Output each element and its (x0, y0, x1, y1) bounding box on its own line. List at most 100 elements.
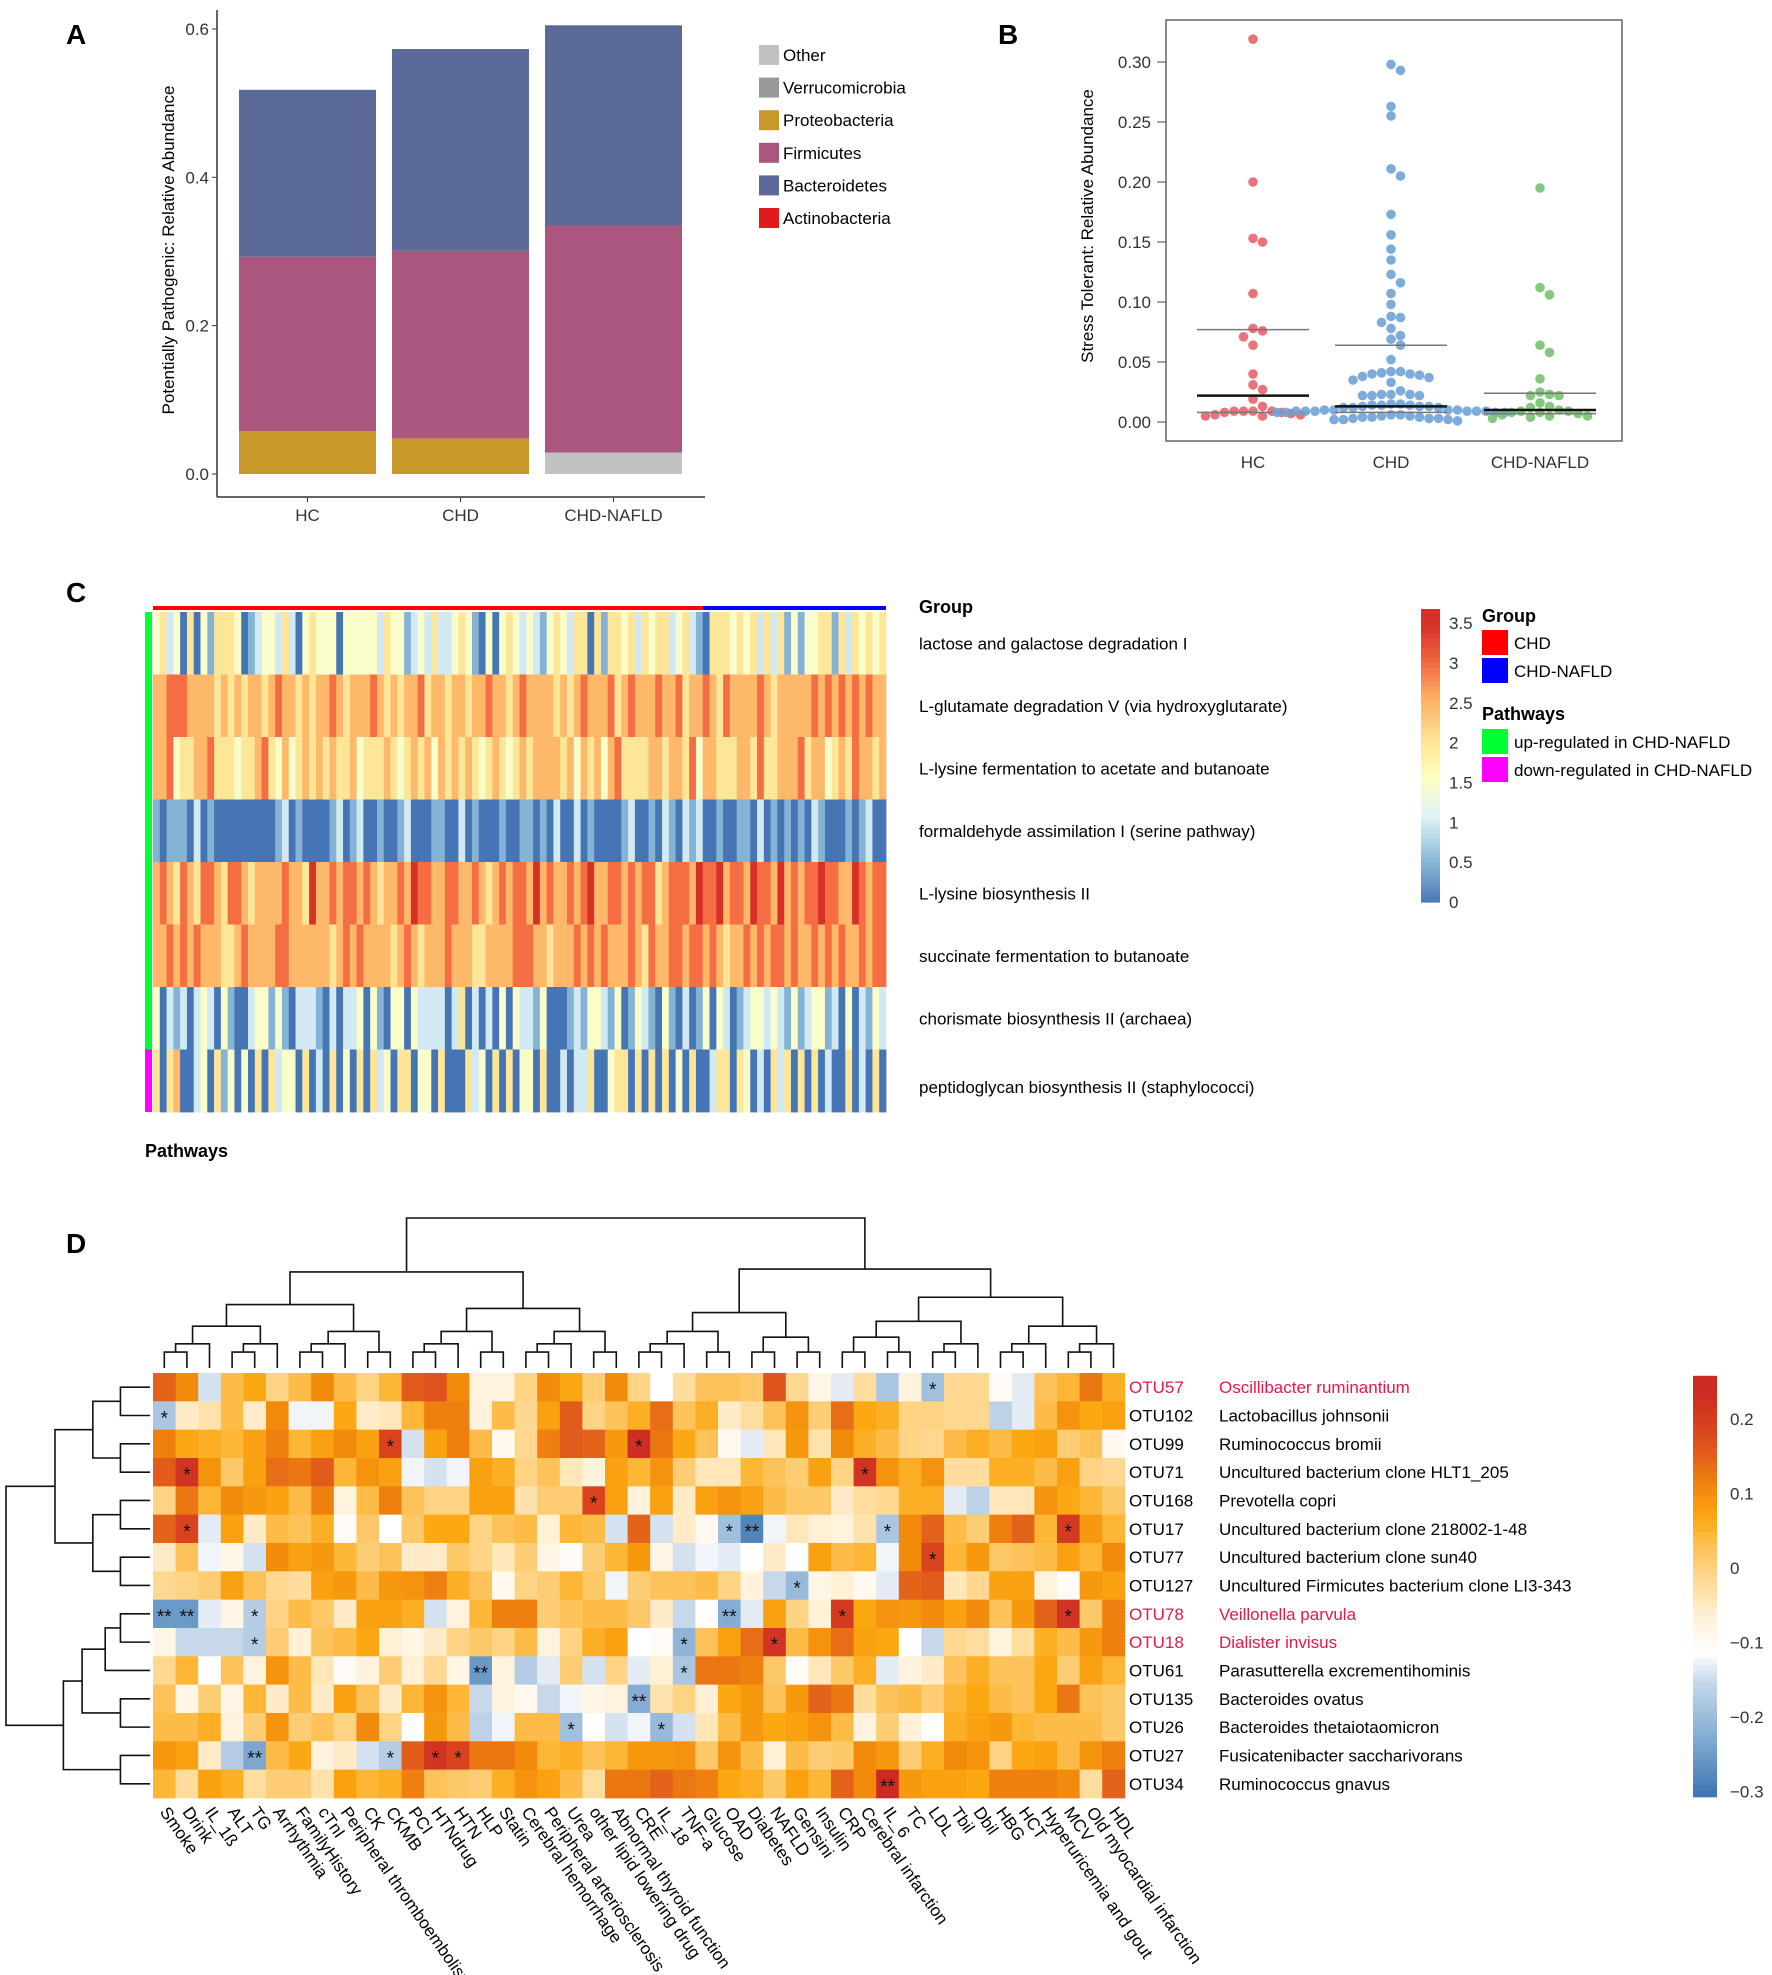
heatmap-cell (872, 674, 880, 738)
data-point-chd (1414, 390, 1425, 401)
heatmap-cell (838, 737, 846, 800)
y-tick-label: 0.6 (185, 20, 209, 39)
heatmap-cell (582, 1373, 606, 1402)
group-annotation-bar-chd-nafld (702, 606, 886, 610)
heatmap-cell (370, 1049, 378, 1113)
heatmap-cell (818, 737, 826, 800)
otu-label: OTU57 (1129, 1378, 1184, 1397)
heatmap-cell (898, 1741, 922, 1771)
heatmap-cell (689, 674, 697, 738)
heatmap-cell (944, 1373, 967, 1402)
heatmap-cell (853, 1712, 877, 1742)
heatmap-cell (458, 674, 466, 738)
heatmap-cell (295, 799, 303, 863)
data-point-chd (1433, 413, 1444, 424)
significance-marker: * (183, 1465, 191, 1486)
heatmap-cell (444, 737, 453, 800)
heatmap-cell (322, 862, 330, 925)
heatmap-cell (254, 924, 262, 988)
heatmap-cell (514, 1401, 538, 1431)
heatmap-cell (397, 612, 405, 675)
legend-swatch-pathway (1482, 757, 1508, 782)
heatmap-cell (790, 987, 799, 1050)
heatmap-cell (241, 674, 249, 738)
heatmap-cell (921, 1599, 945, 1629)
colorbar-segment (1421, 770, 1440, 776)
dendrogram-branch (5, 1485, 64, 1727)
heatmap-cell (512, 862, 520, 925)
heatmap-cell (966, 1769, 990, 1799)
heatmap-cell (424, 1486, 448, 1516)
heatmap-cell (852, 987, 860, 1050)
heatmap-cell (1034, 1542, 1058, 1572)
heatmap-cell (227, 1049, 235, 1113)
heatmap-cell (465, 1049, 473, 1113)
heatmap-cell (600, 987, 609, 1050)
heatmap-cell (349, 799, 358, 863)
pathway-annotation-bar (145, 1049, 152, 1112)
heatmap-cell (200, 987, 208, 1050)
colorbar-segment (1693, 1423, 1717, 1431)
heatmap-cell (628, 612, 636, 675)
heatmap-cell (492, 1741, 515, 1771)
heatmap-cell (740, 1769, 764, 1799)
heatmap-cell (220, 987, 229, 1050)
species-label: Prevotella copri (1219, 1491, 1336, 1510)
heatmap-cell (175, 1741, 199, 1771)
heatmap-cell (533, 612, 541, 675)
heatmap-cell (533, 1049, 541, 1113)
heatmap-cell (573, 737, 581, 800)
heatmap-cell (492, 924, 500, 988)
heatmap-cell (241, 799, 249, 863)
heatmap-cell (808, 1486, 832, 1516)
significance-marker: ** (473, 1663, 488, 1684)
heatmap-cell (845, 737, 853, 800)
heatmap-cell (220, 1429, 244, 1459)
heatmap-cell (322, 1049, 330, 1113)
heatmap-cell (879, 799, 887, 863)
heatmap-cell (175, 1571, 199, 1601)
heatmap-cell (838, 612, 846, 675)
pathway-row-label: formaldehyde assimilation I (serine path… (919, 822, 1255, 841)
heatmap-cell (220, 1049, 229, 1113)
colorbar-segment (1421, 799, 1440, 805)
heatmap-cell (736, 737, 744, 800)
heatmap-cell (451, 674, 459, 738)
heatmap-cell (777, 737, 785, 800)
heatmap-cell (831, 1627, 854, 1657)
heatmap-cell (261, 612, 269, 675)
heatmap-cell (1034, 1429, 1058, 1459)
heatmap-cell (811, 862, 819, 925)
heatmap-cell (1057, 1656, 1080, 1686)
heatmap-cell (193, 924, 201, 988)
heatmap-cell (363, 987, 371, 1050)
heatmap-cell (580, 924, 588, 988)
significance-marker: * (161, 1408, 169, 1429)
heatmap-cell (438, 799, 446, 863)
heatmap-cell (672, 1401, 696, 1431)
heatmap-cell (716, 1049, 724, 1113)
heatmap-cell (757, 737, 765, 800)
heatmap-cell (505, 862, 514, 925)
heatmap-cell (234, 924, 242, 988)
data-point-chd-nafld (1544, 411, 1555, 421)
heatmap-cell (451, 1049, 459, 1113)
heatmap-cell (349, 987, 358, 1050)
heatmap-cell (356, 1656, 380, 1686)
heatmap-cell (594, 612, 602, 675)
heatmap-cell (559, 1486, 583, 1516)
heatmap-cell (898, 1769, 922, 1799)
colorbar-segment (1693, 1652, 1717, 1660)
heatmap-cell (921, 1684, 945, 1714)
heatmap-cell (845, 987, 853, 1050)
heatmap-cell (672, 1712, 696, 1742)
heatmap-cell (383, 987, 391, 1050)
heatmap-cell (650, 1656, 674, 1686)
heatmap-cell (424, 1401, 448, 1431)
heatmap-cell (153, 1457, 176, 1487)
heatmap-cell (1011, 1373, 1035, 1402)
heatmap-cell (702, 674, 710, 738)
heatmap-cell (641, 612, 649, 675)
heatmap-cell (295, 924, 303, 988)
heatmap-cell (702, 612, 710, 675)
